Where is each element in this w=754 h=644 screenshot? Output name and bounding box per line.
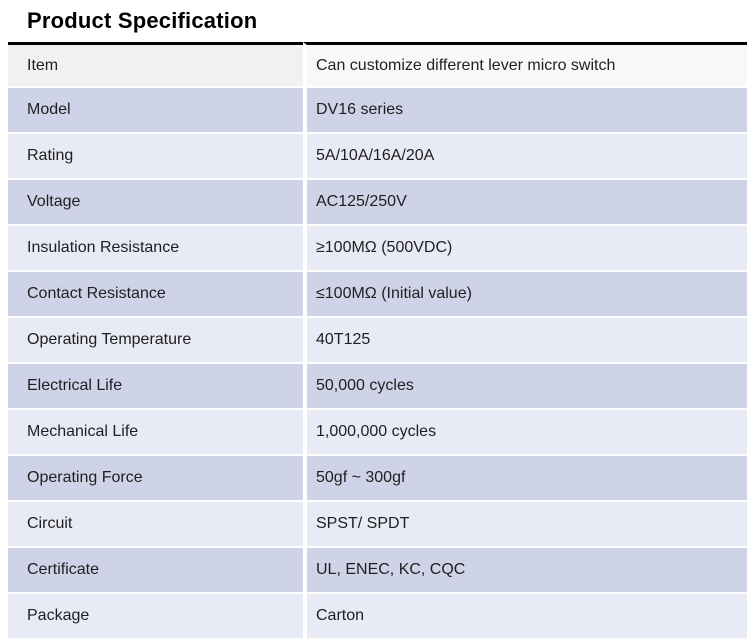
- spec-row-voltage: Voltage AC125/250V: [8, 180, 747, 226]
- spec-value: Can customize different lever micro swit…: [303, 42, 747, 88]
- spec-label: Rating: [8, 134, 303, 180]
- spec-row-circuit: Circuit SPST/ SPDT: [8, 502, 747, 548]
- spec-row-model: Model DV16 series: [8, 88, 747, 134]
- spec-label: Contact Resistance: [8, 272, 303, 318]
- spec-label: Certificate: [8, 548, 303, 594]
- spec-label: Operating Force: [8, 456, 303, 502]
- spec-row-item: Item Can customize different lever micro…: [8, 42, 747, 88]
- page-title: Product Specification: [27, 8, 258, 33]
- spec-label: Electrical Life: [8, 364, 303, 410]
- spec-row-package: Package Carton: [8, 594, 747, 640]
- spec-row-contact-resistance: Contact Resistance ≤100MΩ (Initial value…: [8, 272, 747, 318]
- spec-label: Item: [8, 42, 303, 88]
- spec-label: Mechanical Life: [8, 410, 303, 456]
- spec-label: Voltage: [8, 180, 303, 226]
- spec-value: DV16 series: [303, 88, 747, 134]
- spec-value: 5A/10A/16A/20A: [303, 134, 747, 180]
- spec-row-operating-temperature: Operating Temperature 40T125: [8, 318, 747, 364]
- spec-value: ≤100MΩ (Initial value): [303, 272, 747, 318]
- product-specification-table: Item Can customize different lever micro…: [8, 42, 747, 640]
- spec-row-insulation-resistance: Insulation Resistance ≥100MΩ (500VDC): [8, 226, 747, 272]
- spec-row-mechanical-life: Mechanical Life 1,000,000 cycles: [8, 410, 747, 456]
- spec-value: 50,000 cycles: [303, 364, 747, 410]
- spec-value: AC125/250V: [303, 180, 747, 226]
- spec-value: 50gf ~ 300gf: [303, 456, 747, 502]
- spec-row-rating: Rating 5A/10A/16A/20A: [8, 134, 747, 180]
- spec-label: Circuit: [8, 502, 303, 548]
- spec-label: Model: [8, 88, 303, 134]
- spec-label: Operating Temperature: [8, 318, 303, 364]
- spec-value: Carton: [303, 594, 747, 640]
- spec-row-electrical-life: Electrical Life 50,000 cycles: [8, 364, 747, 410]
- spec-value: ≥100MΩ (500VDC): [303, 226, 747, 272]
- spec-value: 40T125: [303, 318, 747, 364]
- spec-value: SPST/ SPDT: [303, 502, 747, 548]
- spec-row-certificate: Certificate UL, ENEC, KC, CQC: [8, 548, 747, 594]
- spec-value: 1,000,000 cycles: [303, 410, 747, 456]
- spec-value: UL, ENEC, KC, CQC: [303, 548, 747, 594]
- spec-row-operating-force: Operating Force 50gf ~ 300gf: [8, 456, 747, 502]
- spec-label: Insulation Resistance: [8, 226, 303, 272]
- spec-label: Package: [8, 594, 303, 640]
